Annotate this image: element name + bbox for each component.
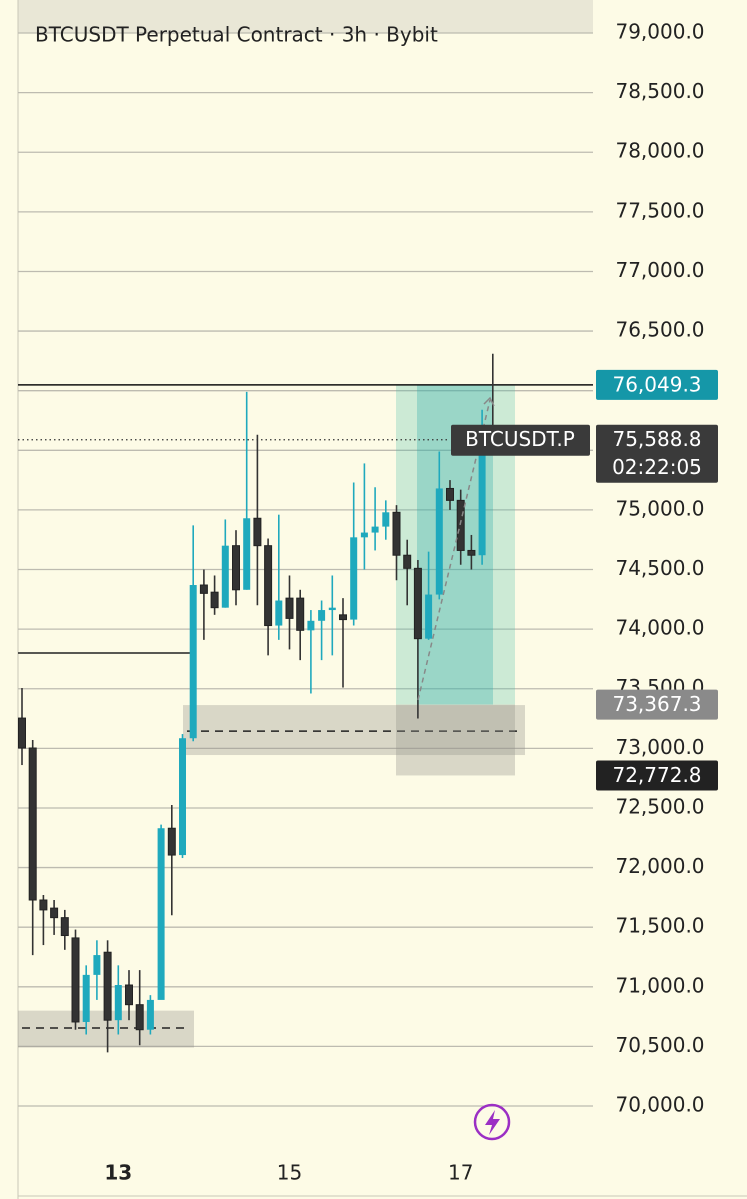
- candle-body: [425, 594, 433, 639]
- candle-body: [264, 545, 273, 627]
- candle-body: [339, 614, 347, 621]
- y-tick-label: 79,000.0: [615, 20, 704, 44]
- projection-arrow: [483, 396, 495, 407]
- labels: 70,000.0 70,500.0 71,000.0 71,500.0 72,000.0…: [18, 20, 718, 1185]
- x-tick-label: 15: [277, 1161, 302, 1185]
- price-label: 72,772.8: [612, 763, 701, 787]
- candle-body: [125, 984, 133, 1006]
- title-band: [18, 0, 593, 33]
- candle-body: [403, 554, 412, 569]
- candle-body: [167, 827, 176, 856]
- candle-body: [382, 512, 390, 527]
- lightning-icon[interactable]: [473, 1103, 511, 1141]
- candle-body: [371, 526, 379, 533]
- price-label-bg: [596, 689, 718, 720]
- price-label: 75,588.8: [612, 427, 701, 451]
- chart-title: BTCUSDT Perpetual Contract · 3h · Bybit: [35, 23, 438, 47]
- candle-body: [157, 828, 165, 1000]
- position-stop: [396, 704, 515, 776]
- candle-body: [50, 907, 59, 919]
- candle-body: [18, 717, 26, 749]
- candle-body: [392, 511, 401, 556]
- zones: [18, 384, 593, 1048]
- candle-body: [146, 999, 154, 1030]
- candle-body: [199, 584, 208, 594]
- price-label: 76,049.3: [612, 372, 701, 396]
- candle-body: [93, 955, 101, 975]
- y-tick-label: 71,500.0: [615, 914, 704, 938]
- candle-body: [243, 518, 251, 590]
- candle-body: [28, 747, 37, 901]
- y-tick-label: 71,000.0: [615, 973, 704, 997]
- candle-body: [478, 439, 486, 556]
- candle-body: [221, 545, 229, 608]
- y-tick-label: 74,000.0: [615, 616, 704, 640]
- candle-body: [350, 537, 358, 620]
- zone: [183, 705, 525, 756]
- y-tick-label: 77,000.0: [615, 258, 704, 282]
- candle-body: [39, 899, 48, 911]
- x-tick-label: 13: [104, 1161, 132, 1185]
- candle-body: [82, 974, 90, 1022]
- candle-body: [71, 937, 80, 1023]
- y-tick-label: 72,000.0: [615, 854, 704, 878]
- candle-body: [275, 600, 283, 626]
- candle-body: [285, 597, 294, 619]
- price-label-bg: [596, 760, 718, 791]
- price-label-bg: [596, 369, 718, 400]
- candle-body: [446, 487, 454, 501]
- symbol-label-bg: [451, 424, 590, 456]
- y-tick-label: 74,500.0: [615, 556, 704, 580]
- candle-body: [114, 985, 122, 1021]
- candle-body: [307, 620, 315, 631]
- candle-body: [60, 917, 69, 937]
- y-tick-label: 73,000.0: [615, 735, 704, 759]
- y-tick-label: 78,000.0: [615, 139, 704, 163]
- countdown: 02:22:05: [612, 455, 702, 479]
- candle-body: [210, 591, 219, 609]
- y-tick-label: 75,000.0: [615, 496, 704, 520]
- symbol-label: BTCUSDT.P: [465, 427, 575, 451]
- candle-body: [296, 597, 305, 631]
- candle-body: [435, 488, 443, 595]
- projection-path: [417, 399, 491, 701]
- candle-body: [253, 517, 262, 547]
- y-tick-label: 70,000.0: [615, 1093, 704, 1117]
- y-tick-label: 76,500.0: [615, 318, 704, 342]
- candle-body: [456, 499, 465, 551]
- y-tick-label: 70,500.0: [615, 1033, 704, 1057]
- candle-body: [413, 567, 422, 640]
- y-tick-label: 72,500.0: [615, 794, 704, 818]
- price-label-bg: [596, 424, 718, 483]
- price-label: 73,367.3: [612, 692, 701, 716]
- candle-body: [318, 610, 326, 621]
- candle-body: [135, 1004, 144, 1031]
- candle-body: [179, 738, 186, 856]
- y-tick-label: 78,500.0: [615, 79, 704, 103]
- candles: [18, 353, 497, 1053]
- y-tick-label: 77,500.0: [615, 198, 704, 222]
- candle-body: [232, 545, 240, 591]
- candle-body: [328, 607, 336, 611]
- candle-body: [360, 532, 368, 538]
- x-tick-label: 17: [448, 1161, 473, 1185]
- candle-body: [103, 951, 112, 1021]
- grid: [18, 32, 593, 1107]
- candle-body: [189, 585, 197, 739]
- candle-body: [467, 549, 476, 556]
